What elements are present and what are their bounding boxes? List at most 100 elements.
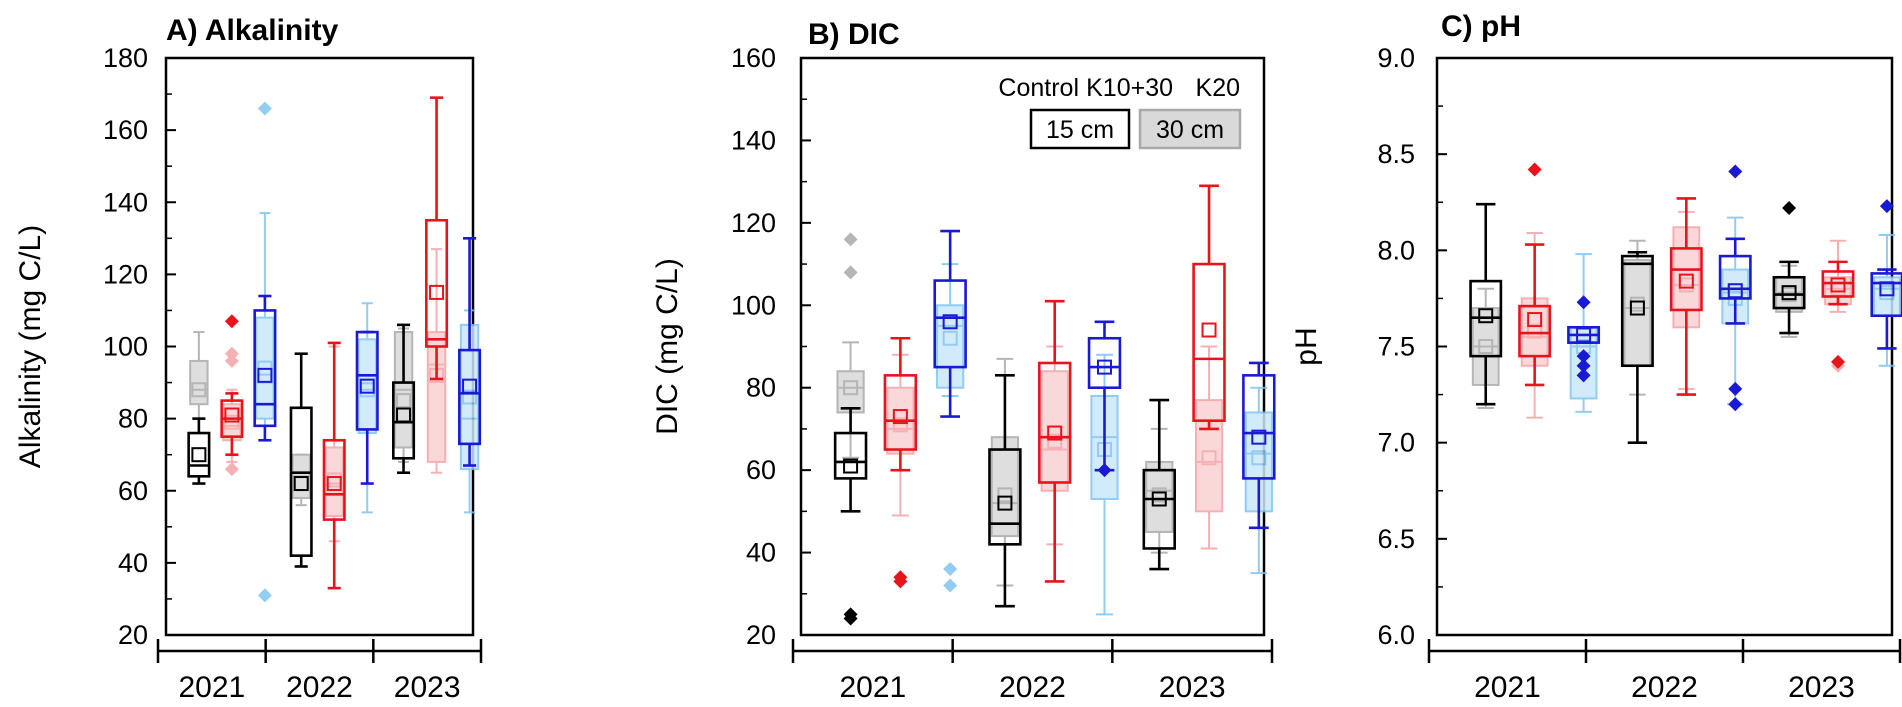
box-iqr	[1087, 336, 1122, 390]
outlier-point	[1830, 354, 1845, 369]
box-iqr	[988, 448, 1022, 546]
panel-title: B) DIC	[808, 18, 900, 51]
box-K20-2021-15cm	[253, 294, 277, 442]
box-iqr	[883, 374, 918, 451]
y-tick-label: 80	[118, 404, 148, 434]
y-tick-label: 100	[731, 290, 776, 320]
box-mean-marker	[1096, 359, 1112, 375]
legend-depth-30-box	[1138, 108, 1242, 150]
y-tick-label: 20	[118, 620, 148, 650]
box-K10plus30-2023-15cm	[1192, 184, 1226, 431]
y-tick-label: 60	[118, 476, 148, 506]
y-tick-label: 160	[731, 43, 776, 73]
box-K20-2023-15cm	[458, 237, 482, 467]
box-K10plus30-2023-15cm	[1821, 260, 1855, 369]
box-iqr	[1669, 247, 1703, 312]
box-iqr	[836, 370, 865, 414]
outlier-point	[1728, 397, 1743, 412]
box-mean-marker	[1576, 327, 1592, 343]
box-mean-marker	[396, 407, 412, 423]
box-iqr	[322, 438, 346, 521]
box-iqr	[1620, 254, 1654, 368]
box-K20-2021-15cm	[1567, 295, 1601, 383]
y-tick-label: 120	[731, 208, 776, 238]
box-mean-marker	[1047, 433, 1063, 449]
box-mean-marker	[942, 330, 958, 346]
box-K20-2022-15cm	[1087, 320, 1122, 478]
box-K10plus30-2022-30cm	[1040, 345, 1069, 546]
box-K20-2022-15cm	[355, 330, 379, 485]
legend: Control K10+30 K20 15 cm 30 cm	[998, 74, 1242, 150]
box-K10plus30-2021-30cm	[886, 353, 915, 517]
box-mean-marker	[429, 284, 445, 300]
box-iqr	[1718, 254, 1752, 300]
box-iqr	[1040, 370, 1069, 492]
outlier-point	[1782, 201, 1797, 216]
box-K20-2022-15cm	[1718, 164, 1752, 412]
box-mean-marker	[1251, 429, 1267, 445]
box-Control-2022-15cm	[988, 374, 1022, 608]
box-Control-2021-15cm	[1469, 202, 1503, 406]
box-mean-marker	[1478, 339, 1494, 354]
box-mean-marker	[843, 458, 859, 474]
box-mean-marker	[1047, 425, 1063, 441]
box-mean-marker	[997, 495, 1013, 511]
box-Control-2021-15cm	[833, 407, 868, 626]
legend-depth-30-label: 30 cm	[1156, 116, 1224, 144]
box-iqr	[1145, 460, 1174, 533]
x-year-label: 2021	[178, 671, 245, 704]
legend-series-K20: K20	[1196, 74, 1240, 102]
x-year-label: 2022	[1631, 671, 1698, 704]
box-K10plus30-2021-15cm	[220, 314, 244, 456]
outlier-point	[224, 314, 239, 329]
box-mean-marker	[257, 367, 273, 383]
box-K10plus30-2021-15cm	[1518, 162, 1552, 387]
y-tick-label: 60	[746, 455, 776, 485]
y-tick-label: 7.0	[1377, 428, 1415, 458]
outlier-point	[224, 353, 239, 368]
box-K10plus30-2023-30cm	[1824, 239, 1852, 373]
outlier-point	[224, 462, 239, 477]
outlier-point	[1576, 349, 1591, 364]
legend-depth-15-label: 15 cm	[1046, 116, 1114, 144]
x-year-label: 2023	[1159, 671, 1226, 704]
box-iqr	[1772, 275, 1806, 310]
box-Control-2021-30cm	[836, 232, 865, 459]
box-K10plus30-2021-15cm	[883, 336, 918, 589]
box-mean-marker	[1527, 323, 1543, 339]
box-mean-marker	[1478, 308, 1494, 324]
box-Control-2021-15cm	[187, 417, 211, 485]
box-K20-2021-30cm	[936, 263, 965, 593]
panel-b: B) DIC 20 40 60 80 100 120 140 160 DIC (mg C/L) 20…	[651, 18, 1276, 704]
y-tick-label: 6.0	[1377, 620, 1415, 650]
x-year-label: 2021	[839, 671, 906, 704]
y-tick-label: 40	[118, 548, 148, 578]
box-mean-marker	[1251, 450, 1267, 466]
box-iqr	[289, 406, 313, 557]
box-mean-marker	[892, 409, 908, 425]
box-K10plus30-2022-15cm	[1037, 299, 1072, 583]
box-mean-marker	[942, 314, 958, 330]
box-K10plus30-2022-15cm	[322, 341, 346, 590]
outlier-point	[943, 562, 958, 577]
box-Control-2023-15cm	[392, 323, 416, 475]
outlier-point	[843, 607, 858, 622]
box-mean-marker	[1527, 312, 1543, 328]
y-tick-label: 160	[103, 115, 148, 145]
box-mean-marker	[191, 382, 207, 398]
box-iqr	[355, 330, 379, 431]
y-tick-label: 140	[103, 187, 148, 217]
legend-depth-15-box	[1029, 108, 1131, 150]
box-iqr	[1194, 399, 1224, 513]
box-mean-marker	[462, 389, 478, 405]
legend-series-K10plus30: K10+30	[1086, 74, 1173, 102]
box-mean-marker	[1201, 450, 1217, 466]
box-mean-marker	[843, 380, 859, 396]
box-K20-2022-30cm	[1090, 353, 1119, 616]
box-mean-marker	[1201, 322, 1217, 338]
box-iqr	[933, 279, 967, 369]
x-year-label: 2022	[286, 671, 353, 704]
y-tick-label: 100	[103, 332, 148, 362]
box-mean-marker	[1629, 300, 1645, 316]
box-iqr	[253, 309, 277, 428]
